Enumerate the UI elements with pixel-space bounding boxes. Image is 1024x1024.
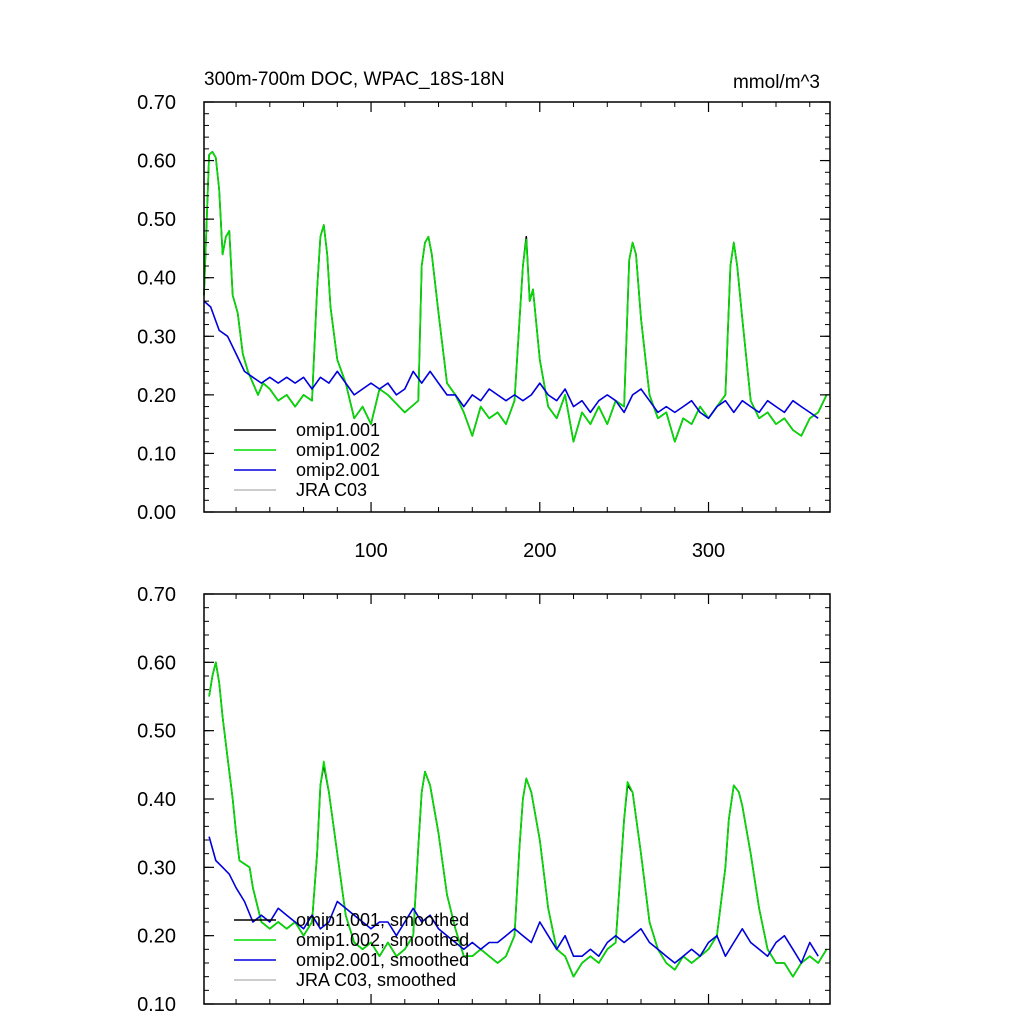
legend-label: JRA C03, smoothed: [296, 970, 456, 990]
top-plot-frame: [203, 101, 831, 513]
y-tick-label: 0.30: [137, 857, 176, 879]
bottom-series-lines: [208, 661, 828, 978]
y-tick-label: 0.10: [137, 443, 176, 465]
y-tick-label: 0.50: [137, 209, 176, 231]
y-tick-label: 0.70: [137, 584, 176, 606]
legend-label: omip1.001: [296, 420, 380, 440]
bottom-axis-ticks: 0.10 0.20 0.30 0.40 0.50 0.60 0.70: [137, 584, 830, 1016]
y-tick-label: 0.50: [137, 721, 176, 743]
x-tick-label: 300: [692, 540, 725, 562]
legend-label: JRA C03: [296, 480, 367, 500]
y-tick-label: 0.40: [137, 789, 176, 811]
chart-units: mmol/m^3: [733, 72, 820, 93]
x-tick-label: 200: [523, 540, 556, 562]
y-tick-label: 0.30: [137, 326, 176, 348]
chart-title: 300m-700m DOC, WPAC_18S-18N: [204, 69, 505, 90]
y-tick-label: 0.10: [137, 994, 176, 1016]
x-tick-label: 100: [354, 540, 387, 562]
top-series-lines: [203, 151, 828, 443]
series-line-omip2-001-smoothed: [208, 836, 819, 964]
legend-label: omip2.001, smoothed: [296, 950, 469, 970]
y-tick-label: 0.60: [137, 652, 176, 674]
top-panel: 300m-700m DOC, WPAC_18S-18N mmol/m^3 0.0…: [137, 69, 831, 562]
legend-label: omip2.001: [296, 460, 380, 480]
legend-label: omip1.001, smoothed: [296, 910, 469, 930]
y-tick-label: 0.20: [137, 385, 176, 407]
series-line-omip1-002: [203, 151, 828, 443]
y-tick-label: 0.70: [137, 92, 176, 114]
y-tick-label: 0.00: [137, 502, 176, 524]
top-axis-ticks: 0.00 0.10 0.20 0.30 0.40 0.50 0.60 0.70 100 200 30…: [137, 92, 830, 562]
y-tick-label: 0.60: [137, 151, 176, 173]
bottom-plot-frame: [203, 593, 831, 1005]
legend-label: omip1.002: [296, 440, 380, 460]
y-tick-label: 0.40: [137, 268, 176, 290]
bottom-panel: 0.10 0.20 0.30 0.40 0.50 0.60 0.70 omip1.001, …: [137, 584, 831, 1016]
legend-label: omip1.002, smoothed: [296, 930, 469, 950]
series-line-omip2-001: [203, 300, 819, 420]
y-tick-label: 0.20: [137, 926, 176, 948]
